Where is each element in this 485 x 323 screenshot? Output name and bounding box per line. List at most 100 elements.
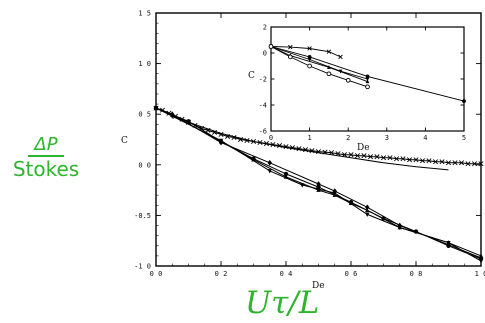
series-0-point — [400, 156, 406, 162]
y-tick-label: -4 — [259, 102, 267, 110]
y-tick-label: 2 — [263, 24, 267, 32]
inset-series — [268, 44, 466, 103]
series-0-point — [452, 160, 458, 166]
series-4-point — [267, 169, 272, 174]
y-tick-label: 1 0 — [138, 60, 151, 68]
x-tick-label: 5 — [462, 134, 466, 142]
inset-axes: 0 1 2 3 4 5 -6 -4 -2 0 2 — [259, 24, 467, 143]
x-tick-label: 2 — [346, 134, 350, 142]
series-3-point — [338, 69, 343, 74]
x-tick-label: 0 2 — [215, 270, 228, 278]
series-0-point — [307, 46, 312, 51]
y-tick-label: 0 0 — [138, 161, 151, 169]
series-0-point — [419, 158, 426, 164]
x-tick-label: 1 0 — [475, 270, 485, 278]
series-5-point — [413, 229, 419, 234]
series-0-point — [439, 159, 445, 165]
series-1-line — [270, 46, 465, 102]
pressure-ratio-label: ΔP Stokes — [2, 135, 90, 182]
x-tick-label: 1 — [307, 134, 311, 142]
series-1-point — [365, 74, 370, 79]
series-4-point — [397, 225, 402, 231]
series-0-point — [478, 161, 484, 167]
x-tick-label: 0 0 — [150, 270, 163, 278]
series-5-point — [251, 156, 256, 161]
series-4-point — [345, 77, 351, 83]
series-2-point — [365, 204, 370, 211]
series-4-point — [307, 63, 312, 69]
series-0-point — [458, 160, 465, 166]
series-3-line — [270, 46, 368, 80]
series-0-point — [406, 157, 413, 163]
y-tick-label: 1 5 — [138, 10, 151, 18]
series-3-point — [365, 77, 370, 82]
series-4-point — [332, 191, 337, 196]
x-variable-label: Uτ/L — [245, 285, 320, 321]
series-4-point — [300, 183, 305, 188]
y-tick-label: -6 — [259, 128, 267, 136]
series-1-point — [307, 55, 312, 59]
series-0-point — [270, 142, 276, 148]
main-axes: 0 0 0 2 0 4 0 6 0 8 1 0 -1 0 -0.5 0 0 0 5 1 0 1 5 — [134, 10, 485, 279]
x-tick-label: 0 6 — [345, 270, 358, 278]
x-tick-label: 0 8 — [410, 270, 423, 278]
main-y-axis-label: C — [121, 136, 128, 146]
series-5-point — [316, 184, 321, 190]
series-5-point — [381, 216, 386, 221]
series-0-point — [471, 161, 478, 167]
series-0-point — [361, 153, 367, 159]
inset-x-axis-label: De — [357, 143, 370, 153]
pressure-ratio-numerator: ΔP — [28, 135, 64, 157]
series-0-point — [432, 159, 439, 165]
x-tick-label: 4 — [423, 134, 427, 142]
y-tick-label: 0 — [263, 50, 267, 58]
series-5-point — [186, 119, 191, 124]
inset-y-axis-label: C — [248, 71, 255, 81]
series-5-point — [153, 105, 159, 111]
x-tick-label: 3 — [385, 134, 389, 142]
series-0-point — [367, 154, 374, 160]
series-0-point — [426, 158, 432, 164]
series-0-point — [374, 154, 380, 160]
series-5-point — [283, 171, 289, 177]
series-5-point — [478, 256, 484, 262]
series-5-point — [348, 200, 354, 205]
series-3-point — [478, 253, 484, 258]
series-0-point — [387, 155, 393, 161]
series-4-point — [365, 212, 370, 218]
series-0-point — [445, 160, 452, 166]
pressure-ratio-denominator: Stokes — [12, 157, 80, 181]
series-2-point — [316, 181, 321, 187]
main-series — [153, 105, 484, 264]
series-1-line — [155, 107, 449, 171]
series-0-point — [348, 152, 354, 158]
series-2-point — [267, 159, 272, 166]
main-x-axis-label: De — [312, 281, 325, 291]
x-tick-label: 0 4 — [280, 270, 293, 278]
series-4-point — [268, 44, 274, 49]
y-tick-label: 0 5 — [138, 111, 151, 119]
series-0-point — [326, 49, 332, 54]
series-3-point — [316, 187, 321, 192]
y-tick-label: -1 0 — [134, 263, 151, 271]
series-4-line — [270, 46, 368, 88]
series-4-point — [287, 54, 293, 60]
series-0-point — [465, 161, 471, 167]
series-0-point — [288, 44, 293, 50]
y-tick-label: -2 — [259, 76, 267, 84]
series-0-point — [413, 157, 419, 163]
series-0-point — [338, 54, 343, 60]
series-3-point — [307, 57, 312, 62]
y-tick-label: -0.5 — [134, 212, 151, 220]
series-0-point — [354, 153, 361, 159]
series-5-point — [446, 243, 451, 248]
series-0-point — [393, 156, 400, 162]
x-tick-label: 0 — [269, 134, 273, 142]
series-5-point — [218, 139, 224, 144]
series-1-point — [462, 99, 466, 103]
series-4-point — [365, 84, 370, 90]
series-4-point — [446, 240, 451, 246]
series-4-point — [326, 71, 332, 77]
series-0-point — [380, 155, 387, 161]
